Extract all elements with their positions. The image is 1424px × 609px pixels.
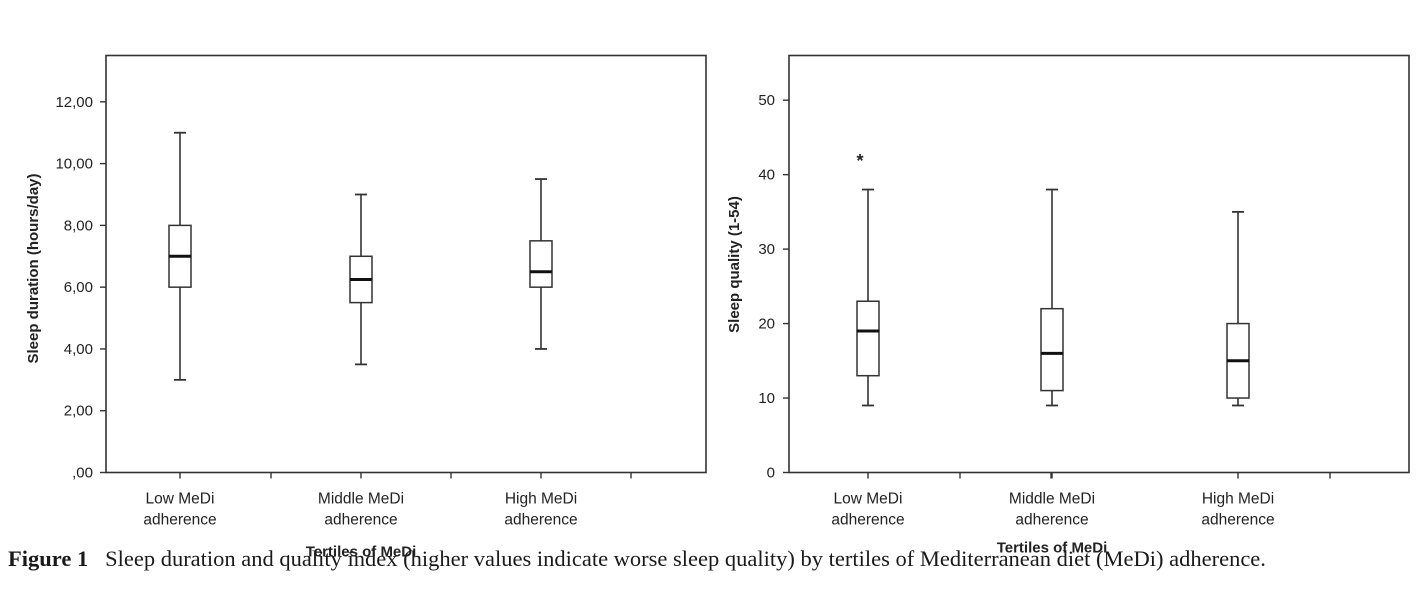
sleep-quality-chart: 0 10 20 30 40 50 Sleep quality (1-54) Tertiles … <box>726 54 1410 557</box>
category-label: adherence <box>1201 512 1274 529</box>
y-tick-label: 50 <box>758 92 775 109</box>
y-tick-label: 6,00 <box>64 279 93 296</box>
box-0 <box>168 131 192 381</box>
y-tick-label: 30 <box>758 241 775 258</box>
figure-caption: Figure 1 Sleep duration and quality inde… <box>8 544 1413 573</box>
y-tick-label: 0 <box>767 465 775 482</box>
y-tick-label: 8,00 <box>64 217 93 234</box>
sleep-duration-chart: ,00 2,00 4,00 6,00 8,00 10,00 12,00 Sleep durat… <box>25 54 707 561</box>
figure-label: Figure 1 <box>8 546 89 571</box>
plot-frame <box>788 54 1410 474</box>
box-0: * <box>856 151 880 407</box>
box-1 <box>349 193 373 366</box>
y-tick-label: 20 <box>758 316 775 333</box>
figure-caption-text: Sleep duration and quality index (higher… <box>105 546 1266 571</box>
category-label: High MeDi <box>505 491 577 508</box>
x-axis-title: Tertiles of MeDi <box>306 544 417 561</box>
iqr-box <box>1040 307 1064 392</box>
y-axis-title: Sleep duration (hours/day) <box>25 173 42 363</box>
y-axis-title: Sleep quality (1-54) <box>726 196 743 333</box>
box-2 <box>529 178 553 350</box>
y-tick-label: 4,00 <box>64 341 93 358</box>
x-axis-title: Tertiles of MeDi <box>997 540 1108 557</box>
y-tick-label: 10 <box>758 390 775 407</box>
y-tick-label: 2,00 <box>64 403 93 420</box>
iqr-box <box>529 240 553 288</box>
category-label: adherence <box>504 512 577 529</box>
y-tick-label: 10,00 <box>55 156 93 173</box>
category-label: Low MeDi <box>834 491 903 508</box>
box-2 <box>1226 210 1250 407</box>
category-label: adherence <box>1015 512 1088 529</box>
y-tick-label: 12,00 <box>55 94 93 111</box>
category-label: Middle MeDi <box>318 491 404 508</box>
category-label: Low MeDi <box>146 491 215 508</box>
category-label: High MeDi <box>1202 491 1274 508</box>
box-1 <box>1040 188 1064 407</box>
outlier-marker: * <box>856 151 863 171</box>
iqr-box <box>856 300 880 377</box>
plot-frame <box>105 54 707 474</box>
category-label: adherence <box>324 512 397 529</box>
y-tick-label: ,00 <box>72 465 93 482</box>
category-label: adherence <box>143 512 216 529</box>
category-label: adherence <box>831 512 904 529</box>
y-tick-label: 40 <box>758 167 775 184</box>
category-label: Middle MeDi <box>1009 491 1095 508</box>
